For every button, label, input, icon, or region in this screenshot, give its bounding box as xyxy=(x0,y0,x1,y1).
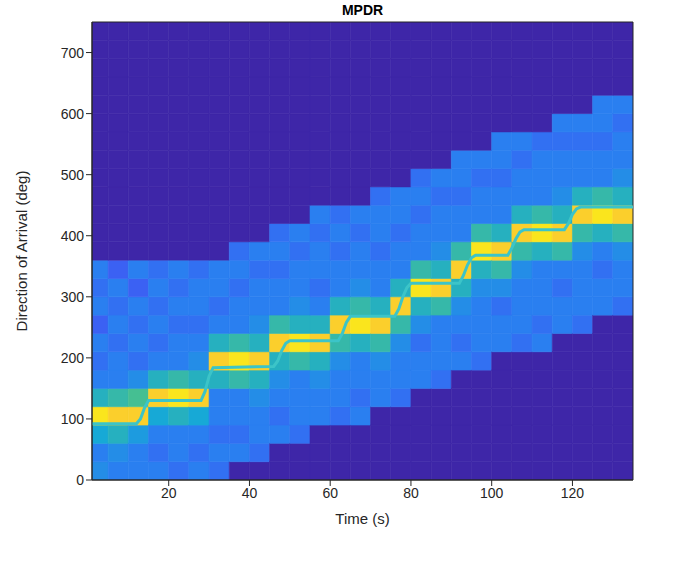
svg-text:600: 600 xyxy=(61,106,85,122)
svg-text:60: 60 xyxy=(322,485,338,501)
svg-text:0: 0 xyxy=(76,472,84,488)
svg-text:Direction of Arrival (deg): Direction of Arrival (deg) xyxy=(13,171,30,332)
svg-text:200: 200 xyxy=(61,350,85,366)
svg-text:100: 100 xyxy=(61,411,85,427)
svg-text:Time (s): Time (s) xyxy=(335,510,389,527)
svg-text:700: 700 xyxy=(61,45,85,61)
svg-text:300: 300 xyxy=(61,289,85,305)
svg-text:500: 500 xyxy=(61,167,85,183)
svg-text:120: 120 xyxy=(561,485,585,501)
svg-text:20: 20 xyxy=(161,485,177,501)
svg-text:400: 400 xyxy=(61,228,85,244)
html-text:MPDR: MPDR xyxy=(341,2,384,18)
svg-text:40: 40 xyxy=(242,485,258,501)
svg-text:80: 80 xyxy=(403,485,419,501)
svg-text:100: 100 xyxy=(480,485,504,501)
